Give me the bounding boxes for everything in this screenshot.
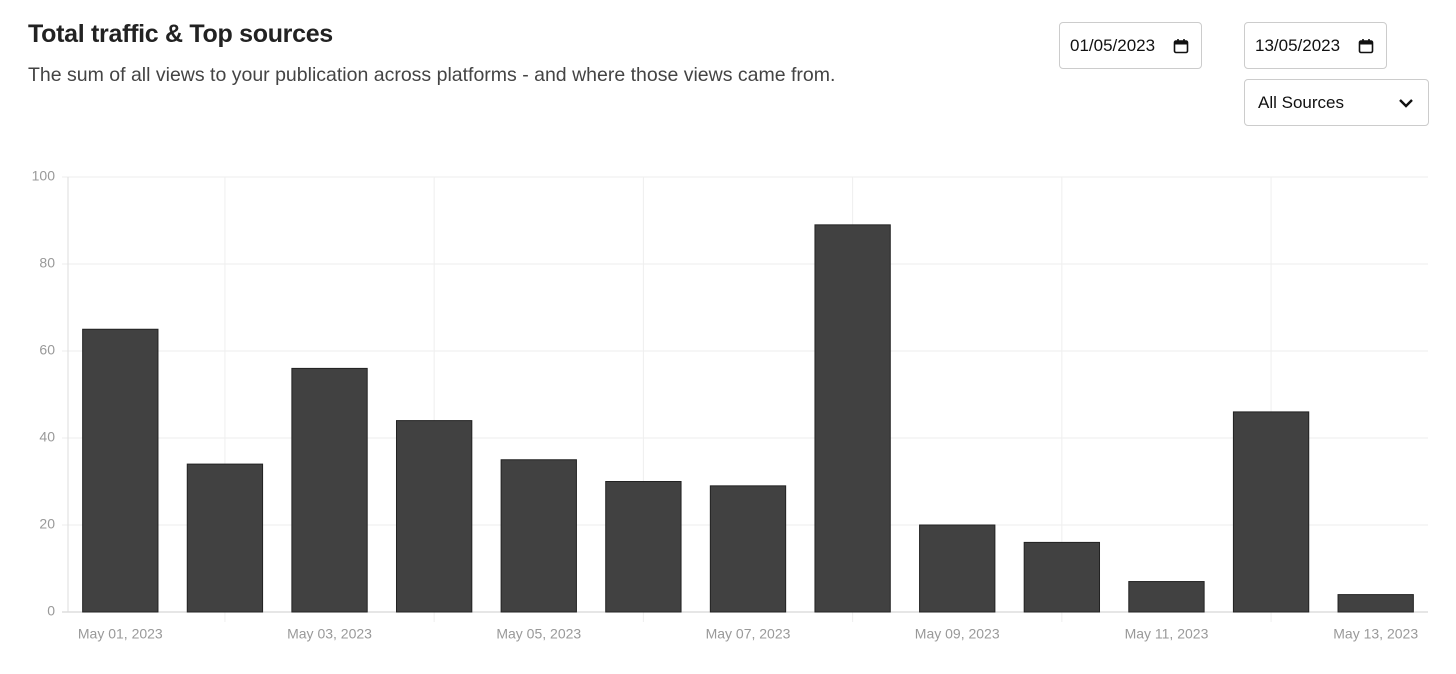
- bar: [1128, 581, 1205, 613]
- page-subtitle: The sum of all views to your publication…: [28, 64, 836, 86]
- y-tick-label: 80: [39, 255, 55, 271]
- date-to-text: 13/05/2023: [1255, 35, 1341, 55]
- x-tick-label: May 11, 2023: [1125, 626, 1209, 642]
- y-tick-label: 40: [39, 429, 55, 445]
- bar: [1337, 594, 1414, 613]
- x-tick-label: May 03, 2023: [287, 626, 372, 642]
- bar: [395, 420, 473, 613]
- y-tick-label: 0: [47, 603, 55, 619]
- bar: [605, 481, 682, 613]
- x-tick-label: May 13, 2023: [1333, 626, 1418, 642]
- date-from-text: 01/05/2023: [1070, 35, 1156, 55]
- y-tick-label: 60: [39, 342, 55, 358]
- bar: [919, 524, 996, 613]
- x-tick-label: May 07, 2023: [706, 626, 791, 642]
- bar: [814, 224, 891, 613]
- bar: [1023, 541, 1101, 613]
- bar: [500, 459, 577, 613]
- source-select-text: All Sources: [1258, 92, 1344, 112]
- source-select[interactable]: All Sources: [1244, 79, 1429, 126]
- bar: [291, 367, 368, 613]
- bar: [186, 463, 264, 613]
- bar: [709, 485, 787, 613]
- x-tick-label: May 01, 2023: [78, 626, 163, 642]
- bar: [1232, 411, 1310, 613]
- x-tick-label: May 09, 2023: [915, 626, 1000, 642]
- x-tick-label: May 05, 2023: [496, 626, 581, 642]
- date-to-input[interactable]: 13/05/2023: [1244, 22, 1387, 69]
- date-from-input[interactable]: 01/05/2023: [1059, 22, 1202, 69]
- page-title: Total traffic & Top sources: [28, 20, 333, 48]
- y-tick-label: 100: [32, 168, 56, 184]
- bar: [82, 328, 159, 613]
- chevron-icon: [1399, 99, 1413, 108]
- y-tick-label: 20: [39, 516, 55, 532]
- calendar-icon: [1173, 39, 1189, 54]
- calendar-icon: [1358, 39, 1374, 54]
